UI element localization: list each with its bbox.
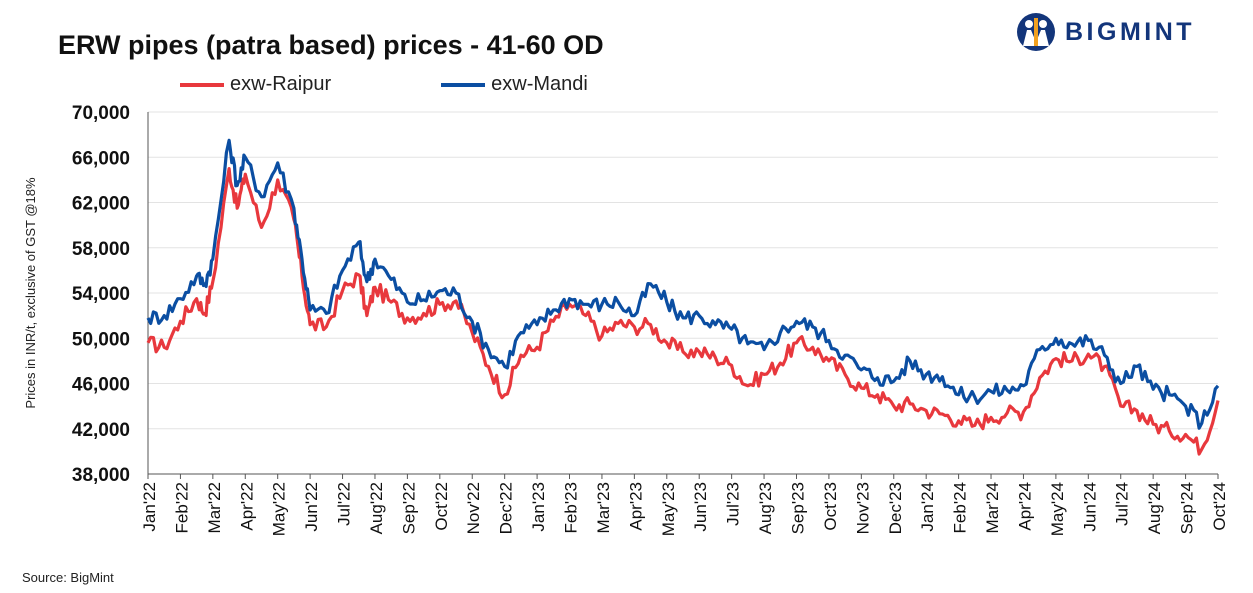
chart-title: ERW pipes (patra based) prices - 41-60 O… (58, 30, 604, 60)
x-tick-label: May'24 (1048, 482, 1067, 536)
bigmint-logo-icon (1017, 13, 1055, 51)
x-tick-label: Sep'23 (788, 482, 807, 534)
x-tick-label: Aug'22 (367, 482, 386, 534)
x-tick-label: Feb'24 (951, 482, 970, 533)
x-tick-label: Mar'22 (205, 482, 224, 533)
x-tick-label: Jan'24 (918, 482, 937, 532)
series-line-raipur (146, 167, 1220, 456)
legend-label-raipur: exw-Raipur (230, 73, 332, 95)
y-tick-label: 66,000 (72, 148, 130, 169)
y-tick-label: 38,000 (72, 465, 130, 486)
x-tick-label: Feb'22 (172, 482, 191, 533)
x-tick-label: Nov'22 (464, 482, 483, 534)
y-tick-label: 58,000 (72, 239, 130, 260)
x-tick-label: Feb'23 (562, 482, 581, 533)
x-tick-label: Apr'22 (237, 482, 256, 531)
x-tick-label: Jun'23 (691, 482, 710, 532)
x-tick-label: Sep'24 (1178, 482, 1197, 534)
legend-swatch-raipur (180, 82, 224, 87)
x-tick-label: Jun'22 (302, 482, 321, 532)
x-tick-label: Mar'23 (594, 482, 613, 533)
y-tick-label: 46,000 (72, 375, 130, 396)
legend-swatch-mandi (441, 82, 486, 87)
x-tick-label: Oct'22 (432, 482, 451, 531)
x-tick-label: Jan'22 (140, 482, 159, 532)
y-tick-label: 70,000 (72, 103, 130, 124)
bigmint-logo-text: BIGMINT (1065, 17, 1196, 46)
y-tick-label: 54,000 (72, 284, 130, 305)
x-tick-label: Dec'22 (497, 482, 516, 534)
x-tick-label: Aug'24 (1145, 482, 1164, 534)
legend-item-mandi: exw-Mandi (441, 73, 588, 96)
series-line-mandi (146, 138, 1220, 430)
x-tick-label: Dec'23 (886, 482, 905, 534)
x-tick-label: Jun'24 (1080, 482, 1099, 532)
x-tick-label: Jul'22 (335, 482, 354, 526)
x-tick-label: Oct'24 (1210, 482, 1229, 531)
source-note: Source: BigMint (22, 570, 114, 585)
y-axis-title: Prices in INR/t, exclusive of GST @18% (23, 177, 38, 409)
x-tick-label: Mar'24 (983, 482, 1002, 533)
legend-label-mandi: exw-Mandi (491, 73, 588, 95)
x-tick-label: Jul'24 (1113, 482, 1132, 526)
x-tick-label: May'23 (659, 482, 678, 536)
chart-legend: exw-Raipur exw-Mandi (180, 73, 588, 96)
x-tick-label: Oct'23 (821, 482, 840, 531)
x-tick-label: Apr'23 (626, 482, 645, 531)
x-tick-label: Jul'23 (724, 482, 743, 526)
y-tick-label: 50,000 (72, 329, 130, 350)
x-tick-label: Aug'23 (756, 482, 775, 534)
x-tick-label: Nov'23 (853, 482, 872, 534)
x-tick-label: May'22 (270, 482, 289, 536)
legend-item-raipur: exw-Raipur (180, 73, 331, 96)
bigmint-logo: BIGMINT (1015, 12, 1195, 52)
x-tick-label: Jan'23 (529, 482, 548, 532)
x-tick-label: Sep'22 (399, 482, 418, 534)
x-tick-label: Apr'24 (1015, 482, 1034, 531)
y-tick-label: 42,000 (72, 420, 130, 441)
y-tick-label: 62,000 (72, 194, 130, 215)
